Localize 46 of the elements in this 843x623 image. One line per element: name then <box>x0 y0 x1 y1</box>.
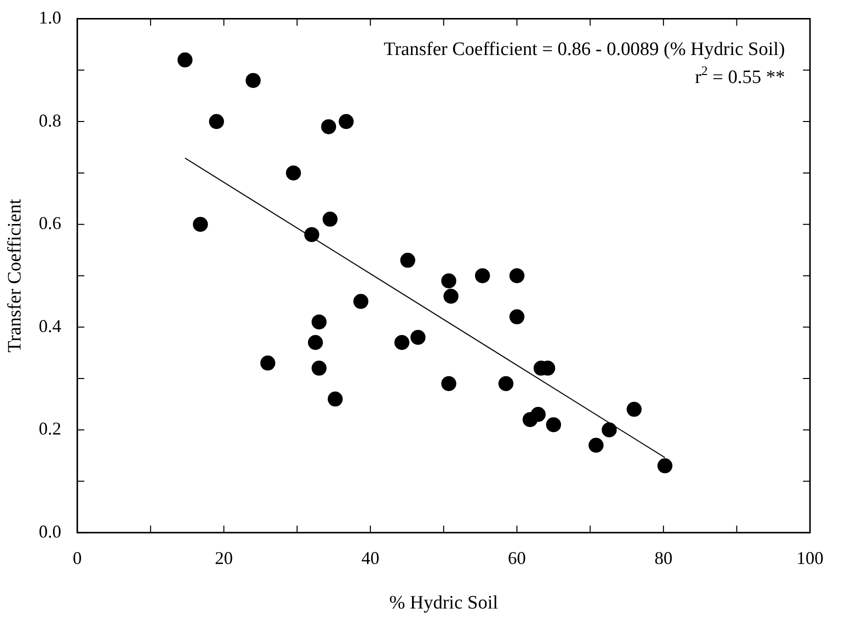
point <box>192 216 208 232</box>
point <box>509 268 524 284</box>
point <box>530 406 546 422</box>
annotation: Transfer Coefficient = 0.86 - 0.0089 (% Hydric Soil) <box>384 38 786 60</box>
point <box>178 52 193 68</box>
point <box>338 114 354 130</box>
point <box>286 165 301 180</box>
point <box>400 252 416 268</box>
point <box>312 360 327 376</box>
x-tick-label: 40 <box>361 548 380 568</box>
x-tick-label: 80 <box>654 548 672 568</box>
y-tick-label: 0.6 <box>38 213 62 234</box>
y-tick-label: 0.0 <box>38 521 62 542</box>
point <box>394 334 410 350</box>
point <box>441 376 456 392</box>
point <box>209 114 224 130</box>
point <box>474 268 490 284</box>
y-tick-label: 0.4 <box>38 316 62 336</box>
y-tick-label: 0.2 <box>38 418 62 439</box>
point <box>410 330 426 345</box>
point <box>328 392 343 407</box>
point <box>509 309 524 324</box>
y-tick-label: 1.0 <box>38 8 62 28</box>
y-axis-title: Transfer Coefficient <box>4 198 26 352</box>
point <box>312 314 327 330</box>
point <box>308 334 323 350</box>
point <box>626 402 642 417</box>
y-tick-label: 0.8 <box>38 110 62 130</box>
point <box>443 288 458 304</box>
x-tick-label: 100 <box>796 548 824 568</box>
point <box>588 438 604 453</box>
point <box>304 227 320 242</box>
x-axis-title: % Hydric Soil <box>389 592 498 614</box>
point <box>498 376 514 392</box>
x-tick-label: 60 <box>508 548 526 568</box>
point <box>657 458 672 474</box>
point <box>602 422 617 438</box>
point <box>546 417 562 432</box>
point <box>246 72 261 88</box>
point <box>260 356 276 371</box>
x-tick-label: 0 <box>72 548 82 568</box>
point <box>321 119 336 134</box>
point <box>353 294 368 309</box>
x-tick-label: 20 <box>214 548 233 568</box>
point <box>322 212 338 227</box>
point <box>441 273 456 288</box>
